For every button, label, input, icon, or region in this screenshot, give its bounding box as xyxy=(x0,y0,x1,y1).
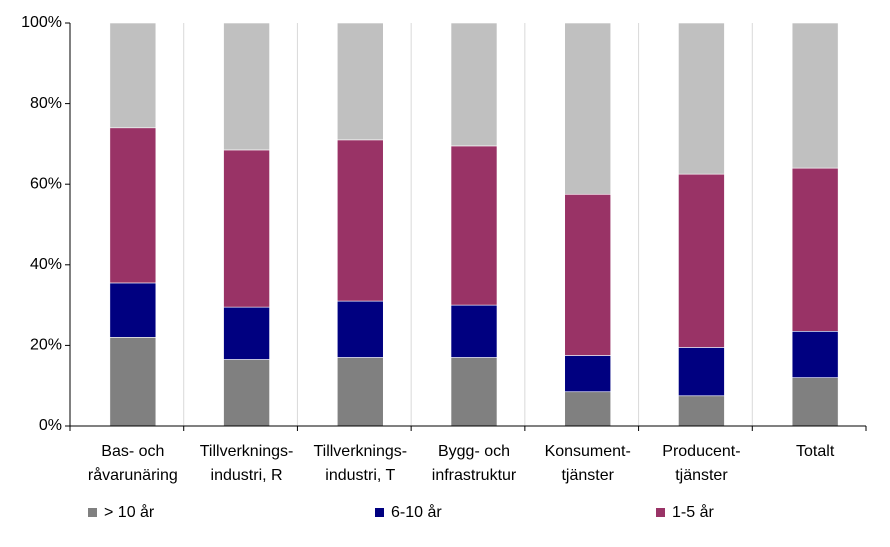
bar-segment xyxy=(336,139,384,302)
bar-segment xyxy=(450,145,498,306)
y-tick-label: 60% xyxy=(30,175,62,192)
x-tick-label: Totalt xyxy=(796,443,835,460)
x-tick-label: Tillverknings- industri, R xyxy=(199,443,294,484)
bar-segment xyxy=(678,22,725,175)
legend-swatch xyxy=(656,508,665,517)
bar-segment xyxy=(336,300,384,358)
bar-segment xyxy=(564,22,612,195)
bar-segment xyxy=(109,337,157,427)
bar-segment xyxy=(223,149,270,308)
y-tick-label: 40% xyxy=(30,256,62,273)
legend-swatch xyxy=(375,508,384,517)
bar-segment xyxy=(223,359,270,427)
bar-segment xyxy=(450,304,498,358)
y-tick-label: 100% xyxy=(21,14,62,31)
x-tick-label: Bygg- och infrastruktur xyxy=(431,443,517,484)
legend-label: > 10 år xyxy=(104,503,155,521)
bar-segment xyxy=(791,22,839,169)
y-tick-label: 80% xyxy=(30,95,62,112)
y-tick-label: 0% xyxy=(39,417,62,434)
x-tick-label: Konsument- tjänster xyxy=(544,443,631,484)
bar-segment xyxy=(336,357,384,427)
bar-segment xyxy=(109,127,157,284)
bar-segment xyxy=(450,357,498,427)
x-tick-label: Tillverknings- industri, T xyxy=(313,443,408,484)
legend-label: 6-10 år xyxy=(391,503,442,521)
bar-segment xyxy=(564,391,612,427)
bar-segment xyxy=(336,22,384,141)
bar-segment xyxy=(450,22,498,147)
bar-segment xyxy=(791,377,839,427)
bar-segment xyxy=(564,355,612,393)
bar-segment xyxy=(223,306,270,360)
x-tick-label: Bas- och råvarunäring xyxy=(87,443,178,484)
bar-segment xyxy=(678,173,725,348)
bar-segment xyxy=(223,22,270,151)
x-tick-label: Producent- tjänster xyxy=(662,443,741,484)
legend-label: 1-5 år xyxy=(672,503,714,521)
legend-swatch xyxy=(88,508,97,517)
bar-segment xyxy=(109,282,157,338)
bar-segment xyxy=(678,347,725,397)
bar-segment xyxy=(791,330,839,378)
bar-segment xyxy=(564,193,612,356)
y-tick-label: 20% xyxy=(30,337,62,354)
bar-segment xyxy=(791,167,839,332)
bar-segment xyxy=(109,22,157,129)
bar-segment xyxy=(678,395,725,427)
